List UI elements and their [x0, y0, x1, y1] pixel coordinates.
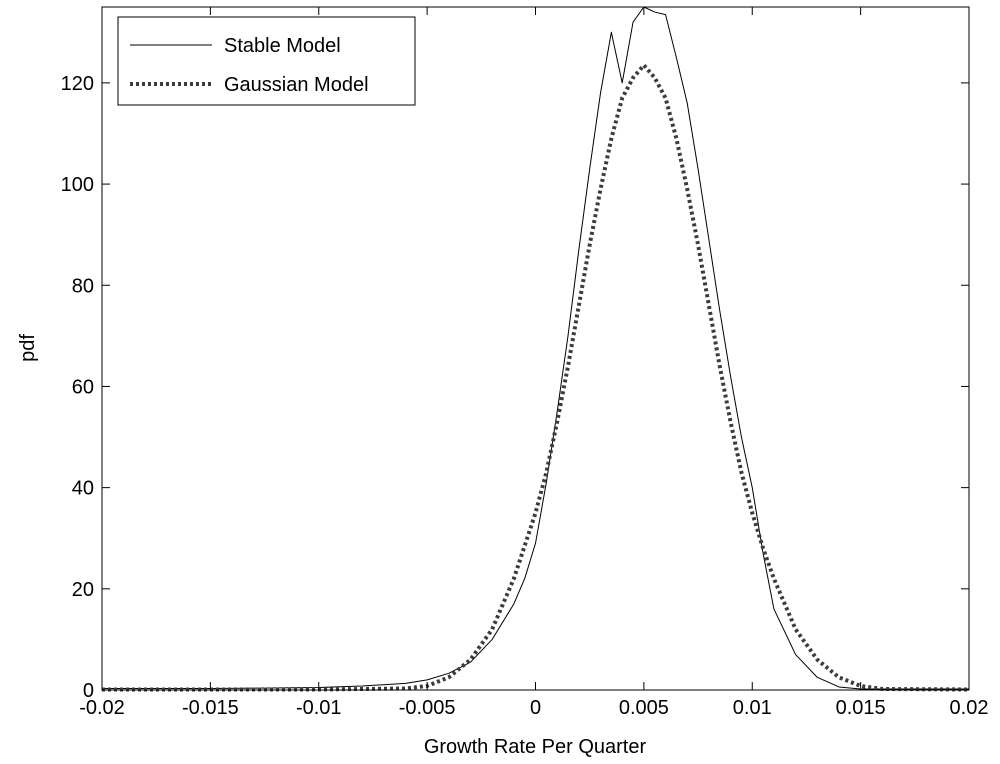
legend-label-gaussian-model: Gaussian Model: [224, 74, 369, 96]
x-tick-label: 0: [530, 697, 541, 719]
y-tick-label: 0: [83, 680, 94, 702]
x-tick-label: -0.01: [296, 697, 342, 719]
legend-box: [117, 16, 416, 106]
legend: Stable Model Gaussian Model: [117, 16, 416, 106]
x-tick-label: 0.015: [836, 697, 886, 719]
x-tick-label: 0.01: [733, 697, 772, 719]
y-tick-label: 100: [61, 174, 94, 196]
series-layer: [102, 6, 970, 692]
y-tick-label: 60: [72, 376, 94, 398]
x-tick-label: -0.02: [79, 697, 125, 719]
y-tick-label: 80: [72, 275, 94, 297]
plot-background: [102, 7, 969, 690]
legend-label-stable-model: Stable Model: [224, 35, 341, 57]
y-tick-label: 20: [72, 579, 94, 601]
x-tick-label: 0.02: [950, 697, 989, 719]
x-axis-label: Growth Rate Per Quarter: [424, 736, 647, 758]
x-tick-label: -0.015: [182, 697, 239, 719]
y-tick-label: 40: [72, 478, 94, 500]
y-tick-label: 120: [61, 73, 94, 95]
series-line-stable-model: [102, 6, 969, 690]
x-axis-ticks: -0.02 -0.015 -0.01 -0.005 0 0.005 0.01 0.015 0.0…: [79, 7, 988, 719]
y-axis-label: pdf: [17, 334, 39, 362]
x-tick-label: -0.005: [399, 697, 456, 719]
x-tick-label: 0.005: [619, 697, 669, 719]
y-axis-ticks: 0 20 40 60 80 100 120: [61, 73, 969, 702]
